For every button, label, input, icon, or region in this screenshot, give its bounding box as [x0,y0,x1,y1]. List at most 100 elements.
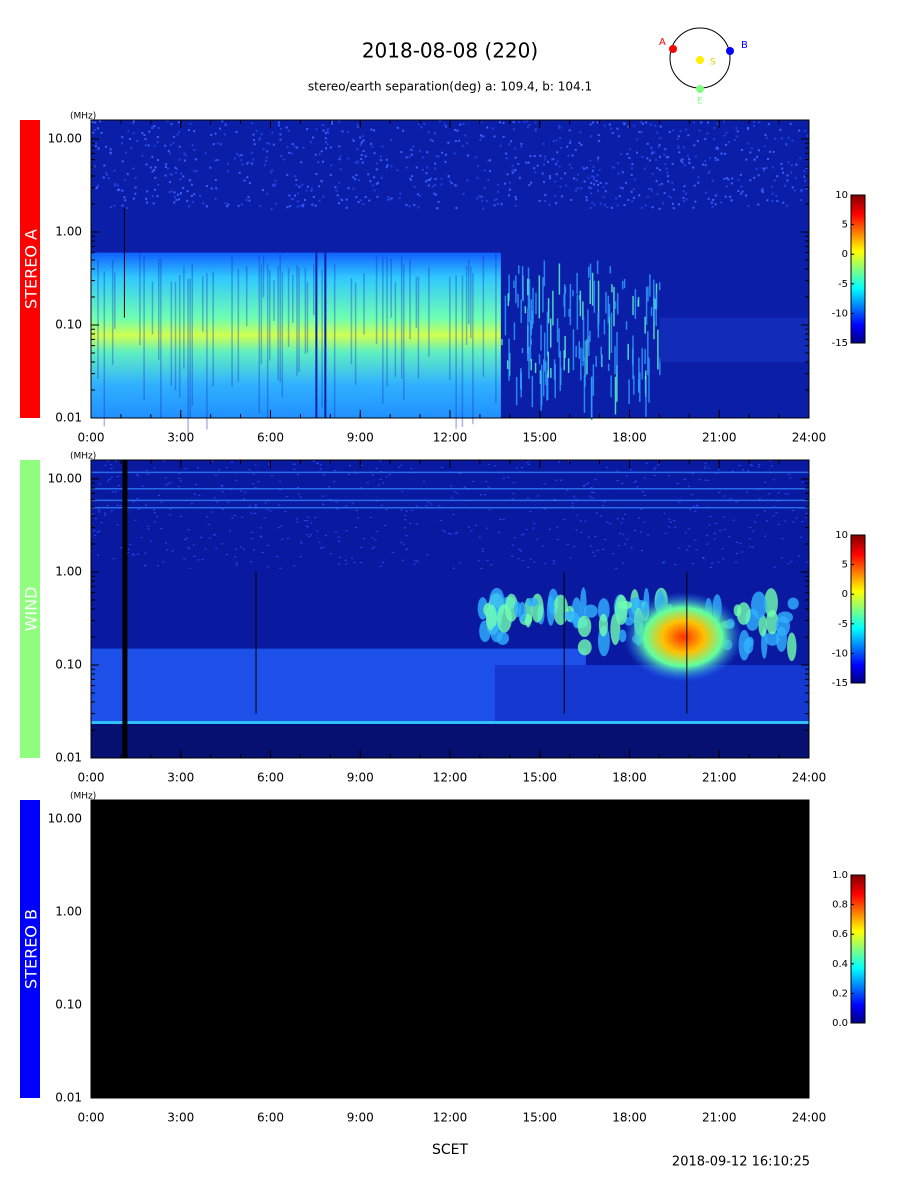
noise [247,195,250,198]
y-tick-label: 1.00 [55,904,82,918]
noise [434,193,437,196]
noise [173,196,176,199]
noise [640,206,643,209]
noise [696,140,699,143]
noise [373,129,376,132]
streak [187,278,189,439]
noise [293,468,296,470]
noise [382,561,385,563]
noise [317,160,320,163]
noise [189,179,192,182]
noise [433,183,436,186]
noise [103,514,106,516]
streak [613,286,615,327]
noise [663,192,666,195]
streak [587,266,590,278]
noise [117,485,120,487]
streak [634,289,637,319]
noise [234,157,237,160]
noise [528,460,531,462]
noise [450,182,453,185]
noise [623,204,626,207]
noise [646,195,649,198]
streak [530,338,532,345]
noise [254,487,257,489]
noise [280,525,283,527]
noise [715,472,718,474]
noise [447,141,450,144]
streak [258,255,261,414]
noise [270,475,273,477]
noise [352,176,355,179]
title: 2018-08-08 (220) [362,39,538,63]
noise [449,533,452,535]
noise [402,543,405,545]
noise [791,186,794,189]
noise [318,185,321,188]
noise [458,562,461,564]
noise [303,198,306,201]
noise [548,175,551,178]
noise [265,156,268,159]
streak [542,359,545,397]
noise [106,480,109,482]
noise [286,206,289,209]
streak [535,292,537,315]
burst [562,611,579,621]
noise [589,495,592,497]
noise [216,142,219,145]
noise [409,178,412,181]
noise [580,531,583,533]
streak [409,258,411,340]
streak [524,306,527,314]
noise [269,510,272,512]
noise [355,509,358,511]
noise [554,180,557,183]
noise [529,155,532,158]
noise [413,185,416,188]
noise [723,495,726,497]
noise [462,192,465,195]
noise [624,181,627,184]
noise [408,177,411,180]
noise [172,135,175,138]
noise [253,512,256,514]
noise [105,172,108,175]
noise [558,165,561,168]
noise [282,158,285,161]
noise [221,485,224,487]
noise [160,501,163,503]
streak [586,339,588,375]
noise [453,491,456,493]
noise [132,554,135,556]
noise [93,530,96,532]
noise [211,460,214,462]
streak [588,335,590,356]
noise [747,470,750,472]
noise [178,472,181,474]
noise [505,152,508,155]
noise [684,532,687,534]
burst [553,594,569,626]
noise [678,547,681,549]
noise [410,153,413,156]
noise [334,186,337,189]
noise [720,201,723,204]
noise [480,567,483,569]
streak [545,362,547,386]
noise [528,124,531,127]
noise [697,181,700,184]
noise [615,197,618,200]
streak [507,293,510,306]
noise [580,187,583,190]
noise [514,204,517,207]
streak [123,208,125,318]
noise [688,158,691,161]
noise [266,508,269,510]
earth-dot [696,85,704,93]
noise [683,185,686,188]
noise [664,147,667,150]
noise [336,508,339,510]
noise [144,565,147,567]
noise [727,178,730,181]
